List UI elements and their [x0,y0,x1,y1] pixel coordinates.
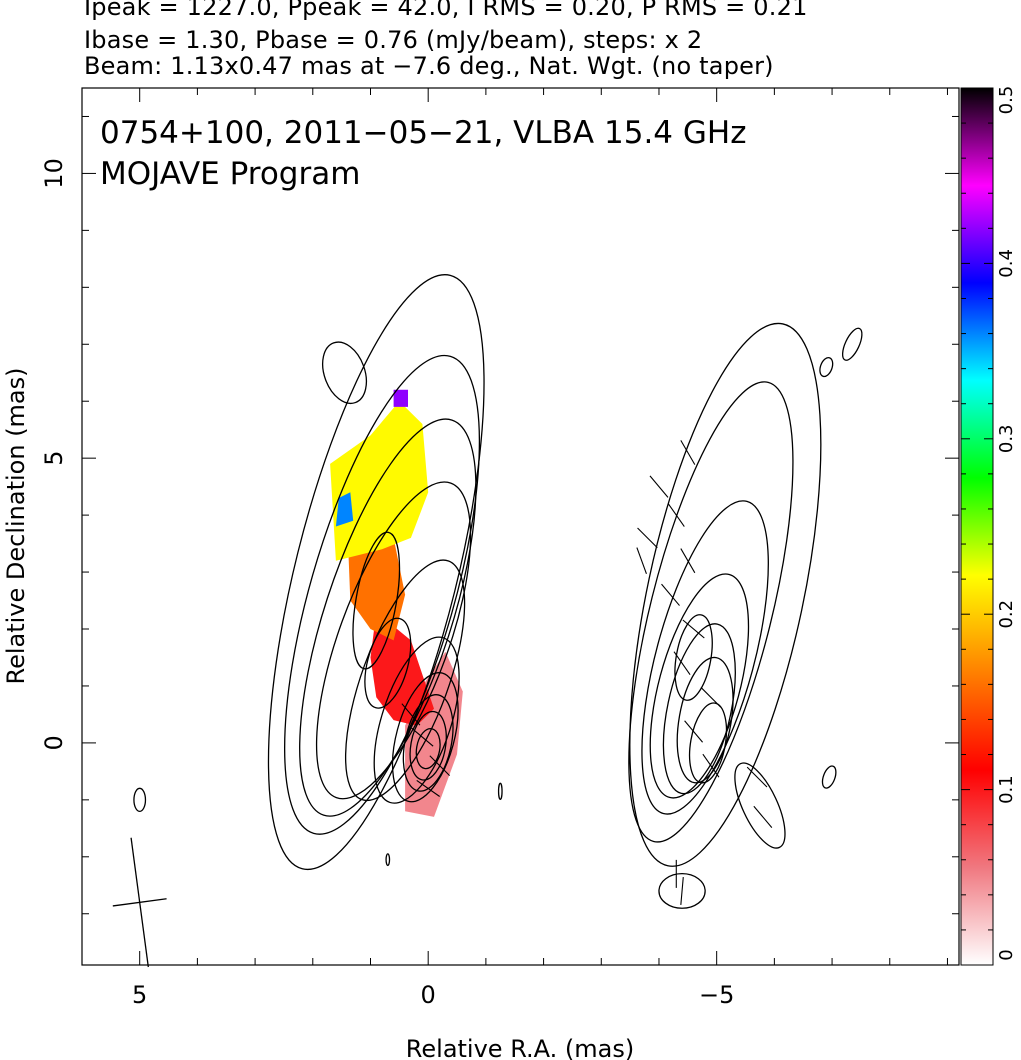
contour-level [352,531,401,670]
contour-level [688,702,728,784]
contour-level [391,672,459,803]
header-line-2: Ibase = 1.30, Pbase = 0.76 (mJy/beam), s… [84,26,703,54]
evpa-stick [682,619,705,639]
chart-subtitle: MOJAVE Program [100,156,360,192]
contour-level [674,614,713,701]
contour-level [641,500,769,815]
axis-ticks [81,88,959,965]
beam-marker [112,837,167,968]
evpa-stick [684,720,704,743]
contour-level [841,327,863,361]
contour-level [629,322,822,867]
contour-level [821,765,837,789]
contour-level [344,559,466,802]
colorbar-tick-label: 0.2 [996,600,1017,629]
evpa-stick [416,779,440,797]
contour-level [315,481,472,800]
x-tick-label: 5 [132,981,147,1009]
colorbar-tick-label: 0 [996,949,1017,960]
chart-title: 0754+100, 2011−05−21, VLBA 15.4 GHz [100,115,746,151]
colorbar-tick-label: 0.4 [996,249,1017,278]
contour-level [409,710,447,781]
plot-frame [81,87,960,966]
colorbar [960,87,994,966]
evpa-stick [636,547,647,575]
evpa-stick [680,440,696,465]
contour-level [662,623,736,795]
contour-level [373,636,460,804]
evpa-stick [637,527,658,549]
polarization-region [393,389,408,407]
intensity-contours [133,274,863,909]
contour-level [322,341,368,404]
header-line-3: Beam: 1.13x0.47 mas at −7.6 deg., Nat. W… [84,52,774,80]
evpa-stick [411,727,434,747]
evpa-sticks [401,440,773,905]
contour-level [299,418,477,817]
evpa-stick [673,651,691,675]
contour-level [649,573,750,799]
colorbar-ticks: 0 0.1 0.2 0.3 0.4 0.5 [961,86,1017,966]
evpa-stick [661,583,680,606]
contour-level [628,381,794,843]
y-tick-label: 10 [40,158,68,189]
colorbar-tick-label: 0.5 [996,86,1017,115]
evpa-stick [702,753,720,778]
axis-tick-labels: 5 0 −5 0 5 10 [40,158,734,1009]
contour-level [267,274,485,871]
header-line-1: Ipeak = 1227.0, Ppeak = 42.0, I RMS = 0.… [84,0,808,21]
y-tick-label: 0 [40,735,68,750]
evpa-stick [429,755,451,776]
y-tick-label: 5 [40,451,68,466]
x-tick-label: −5 [699,981,734,1009]
evpa-stick [401,703,421,726]
contour-level [415,727,441,770]
contour-level [734,762,786,849]
y-axis-label: Relative Declination (mas) [2,367,30,684]
colorbar-tick-label: 0.3 [996,424,1017,453]
contour-level [658,873,706,909]
polarization-region [335,492,354,527]
beam-minor-axis [112,898,167,907]
x-axis-label: Relative R.A. (mas) [406,1035,634,1060]
contour-level [364,617,412,709]
contour-level [819,356,834,378]
x-tick-label: 0 [421,981,436,1009]
evpa-stick [680,876,684,905]
colorbar-tick-label: 0.1 [996,775,1017,804]
evpa-stick [753,805,773,829]
contour-level [133,787,147,813]
evpa-stick [680,548,696,574]
contour-level [283,354,481,835]
contour-level [402,694,454,792]
contour-level [676,656,734,784]
evpa-stick [746,766,768,788]
contour-level [497,782,503,801]
evpa-stick [649,475,669,498]
contour-level [385,853,391,867]
evpa-stick [667,503,685,527]
evpa-stick [700,687,722,708]
